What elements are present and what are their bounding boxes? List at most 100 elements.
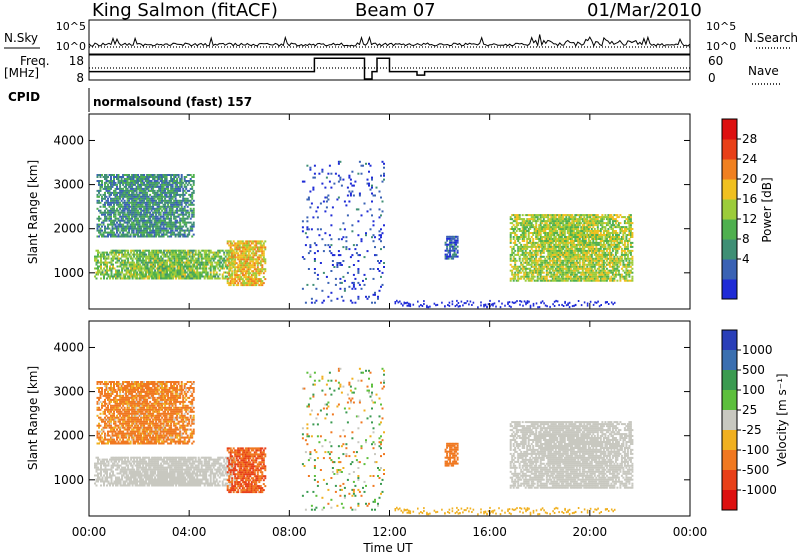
power-cell <box>509 234 512 236</box>
power-cell <box>162 221 165 224</box>
power-cell <box>203 271 206 274</box>
power-cell <box>117 235 120 238</box>
power-cell <box>123 201 126 204</box>
power-cell <box>530 216 533 219</box>
power-cell <box>553 218 556 221</box>
power-cell <box>449 245 452 248</box>
power-cell <box>562 259 565 262</box>
power-cell <box>113 183 115 186</box>
power-cell <box>223 261 226 264</box>
power-cell <box>99 211 102 214</box>
power-cell <box>532 232 535 234</box>
power-cell <box>262 256 265 259</box>
power-cell <box>165 229 168 232</box>
power-cell <box>163 261 166 264</box>
power-cell <box>139 249 142 252</box>
power-cell <box>137 209 140 212</box>
power-cell <box>116 231 118 234</box>
power-cell <box>200 249 203 252</box>
power-cell <box>593 263 596 266</box>
power-cell <box>163 275 166 278</box>
power-cell <box>536 263 539 266</box>
power-cell <box>136 251 139 254</box>
power-cell <box>184 255 187 258</box>
power-cell <box>185 176 188 178</box>
power-cell <box>238 280 241 283</box>
power-cell <box>156 180 159 182</box>
power-cell <box>529 214 532 217</box>
power-cell <box>143 183 146 186</box>
power-cell <box>203 265 206 268</box>
power-cell <box>111 185 114 188</box>
power-cell <box>551 238 554 240</box>
power-cell <box>572 275 575 278</box>
power-cell <box>130 271 133 274</box>
power-cell <box>264 278 267 281</box>
power-cell <box>259 250 262 253</box>
power-cell <box>102 221 105 224</box>
power-cell <box>189 227 192 230</box>
power-cell <box>157 265 160 268</box>
power-cell <box>599 228 602 230</box>
power-cell <box>96 193 99 196</box>
power-cell <box>137 193 140 196</box>
power-cell <box>586 224 589 227</box>
power-cell <box>126 187 129 190</box>
power-cell <box>170 195 173 198</box>
power-cell <box>163 255 166 258</box>
power-cell <box>125 225 128 228</box>
power-cell <box>130 275 133 278</box>
freq-tick-low: 8 <box>76 71 84 85</box>
power-cell <box>143 217 146 220</box>
power-cell <box>599 218 602 221</box>
power-cell <box>183 217 186 220</box>
power-cell <box>553 255 556 258</box>
power-cell <box>520 230 523 232</box>
power-cell <box>514 253 517 256</box>
power-cell <box>538 267 541 270</box>
power-cell <box>607 251 610 254</box>
power-cell <box>256 262 259 265</box>
power-cell <box>595 247 598 250</box>
power-cell <box>569 263 572 266</box>
power-cell <box>153 195 156 198</box>
power-cell <box>172 271 175 274</box>
power-cell <box>539 261 542 264</box>
power-cell <box>246 272 249 275</box>
power-cell <box>102 187 105 190</box>
power-cell <box>190 261 193 264</box>
power-cell <box>154 265 157 268</box>
power-cell <box>173 201 176 204</box>
power-cell <box>580 216 583 219</box>
power-cell <box>583 255 586 258</box>
power-cell <box>262 258 265 261</box>
power-cell <box>199 261 202 264</box>
power-cell <box>568 253 571 256</box>
power-cell <box>152 223 155 226</box>
power-cell <box>535 232 538 234</box>
power-cell <box>553 265 556 268</box>
power-cell <box>104 193 106 196</box>
power-cell <box>565 243 568 246</box>
power-cell <box>151 277 154 280</box>
power-cell <box>182 217 185 220</box>
power-cell <box>587 267 590 270</box>
power-cell <box>152 195 155 198</box>
power-cell <box>240 278 243 281</box>
power-cell <box>143 221 146 224</box>
power-cell <box>553 234 556 236</box>
power-cell <box>226 259 229 262</box>
power-cell <box>511 228 514 230</box>
power-cell <box>568 234 571 236</box>
power-cell <box>208 251 211 254</box>
power-cell <box>590 234 593 236</box>
power-cell <box>545 222 548 225</box>
power-cell <box>164 178 167 180</box>
power-cell <box>256 280 259 283</box>
power-cell <box>563 255 566 258</box>
power-cell <box>229 274 232 277</box>
power-cell <box>122 255 125 258</box>
power-cell <box>130 255 133 258</box>
power-cell <box>240 250 243 253</box>
power-cell <box>158 233 161 236</box>
